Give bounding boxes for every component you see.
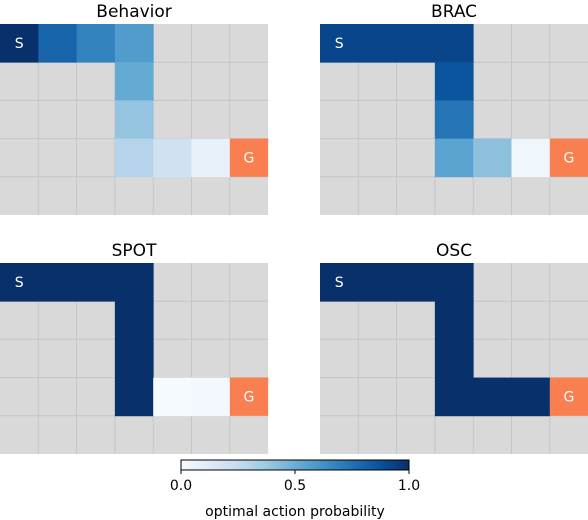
- panels: Behavior S G BRAC S G SPOT S G OSC S G: [0, 2, 588, 454]
- panel-spot: SPOT S G: [0, 241, 269, 454]
- heatmap-cell: [434, 377, 474, 417]
- heatmap-cell: [434, 24, 474, 63]
- heatmap-cell: [511, 138, 551, 178]
- goal-cell: [229, 138, 269, 177]
- panel-title: OSC: [436, 241, 472, 261]
- colorbar-gradient: [180, 459, 410, 471]
- goal-cell: [549, 377, 588, 416]
- heatmap-cell: [38, 24, 77, 63]
- heatmap-cell: [76, 24, 116, 63]
- heatmap-cell: [396, 24, 436, 63]
- goal-label: G: [244, 151, 255, 167]
- panel-osc: OSC S G: [320, 241, 588, 454]
- heatmap-cell: [434, 138, 474, 178]
- heatmap-cell: [153, 138, 192, 178]
- goal-label: G: [564, 151, 575, 167]
- heatmap-cell: [76, 263, 116, 302]
- heatmap-cell: [0, 263, 39, 302]
- heatmap-cell: [473, 377, 512, 417]
- panel-title: Behavior: [96, 2, 172, 22]
- heatmap-cell: [38, 263, 77, 302]
- heatmap-cell: [434, 100, 474, 139]
- heatmap-cell: [114, 100, 154, 139]
- heatmap-cell: [358, 263, 397, 302]
- heatmap-cell: [153, 377, 192, 417]
- colorbar-tick-label: 0.0: [170, 478, 192, 494]
- heatmap-cell: [191, 138, 231, 178]
- heatmap-cell: [396, 263, 436, 302]
- heatmap-cell: [434, 263, 474, 302]
- heatmap-cell: [434, 339, 474, 378]
- start-label: S: [15, 36, 24, 52]
- panel-title: SPOT: [112, 241, 157, 261]
- panel-brac: BRAC S G: [320, 2, 588, 215]
- colorbar-tick-label: 1.0: [398, 478, 420, 494]
- heatmap-cell: [114, 263, 154, 302]
- heatmap-cell: [191, 377, 231, 417]
- start-label: S: [335, 275, 344, 291]
- start-label: S: [15, 275, 24, 291]
- goal-cell: [229, 377, 269, 416]
- goal-label: G: [244, 390, 255, 406]
- heatmap-cell: [114, 138, 154, 178]
- heatmap-cell: [114, 339, 154, 378]
- heatmap-cell: [114, 62, 154, 101]
- heatmap-cell: [434, 301, 474, 340]
- heatmap-cell: [434, 62, 474, 101]
- heatmap-cell: [114, 377, 154, 417]
- heatmap-cell: [320, 263, 359, 302]
- heatmap-cell: [473, 138, 512, 178]
- heatmap-cell: [320, 24, 359, 63]
- panel-behavior: Behavior S G: [0, 2, 269, 215]
- colorbar: 0.0 0.5 1.0 optimal action probability: [170, 459, 420, 520]
- start-label: S: [335, 36, 344, 52]
- colorbar-tick-label: 0.5: [284, 478, 306, 494]
- colorbar-label: optimal action probability: [205, 504, 385, 520]
- heatmap-cell: [0, 24, 39, 63]
- heatmap-cell: [358, 24, 397, 63]
- goal-label: G: [564, 390, 575, 406]
- panel-title: BRAC: [431, 2, 477, 22]
- heatmap-cell: [114, 24, 154, 63]
- goal-cell: [549, 138, 588, 177]
- heatmap-cell: [511, 377, 551, 417]
- heatmap-cell: [114, 301, 154, 340]
